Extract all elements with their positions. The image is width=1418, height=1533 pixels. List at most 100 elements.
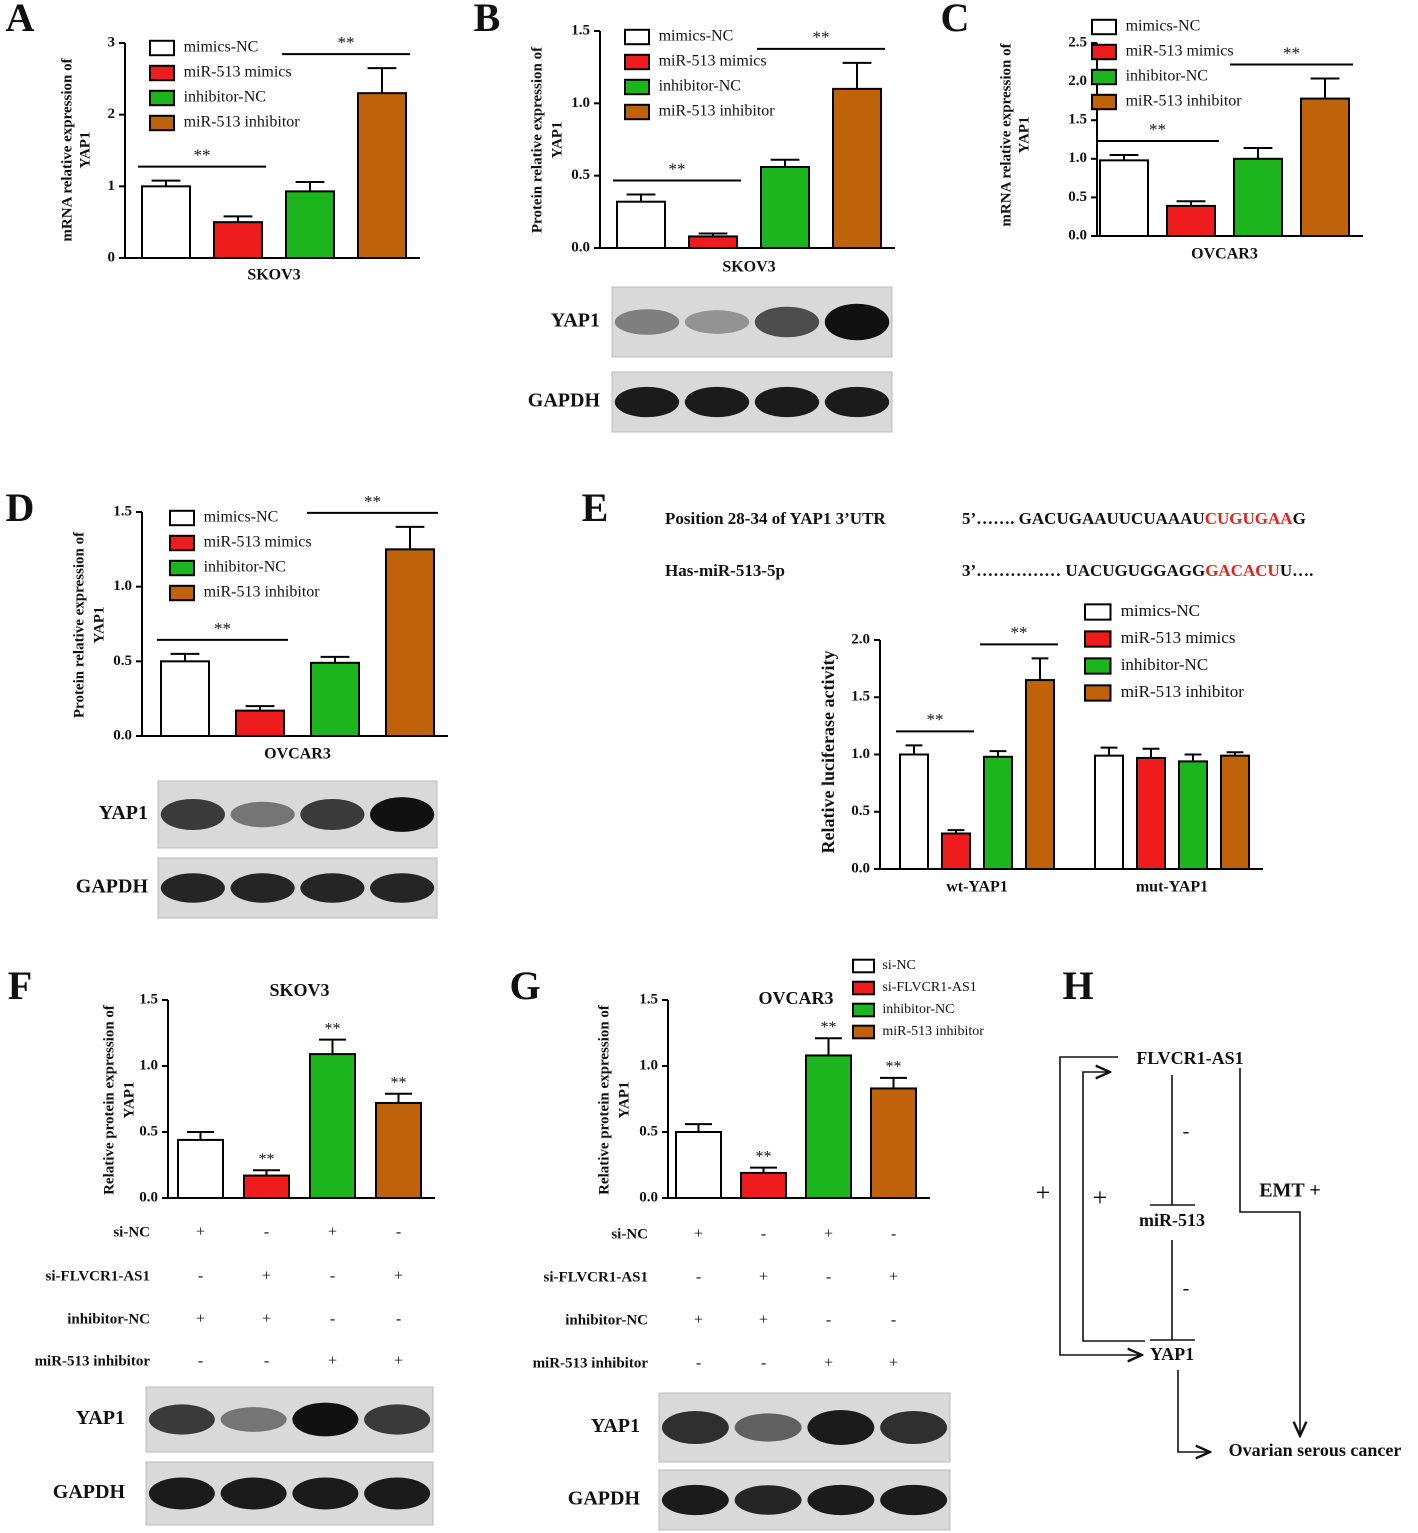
y-axis-label: YAP1: [616, 1082, 632, 1119]
inhibit: [1150, 1075, 1195, 1206]
legend-swatch: [149, 39, 175, 57]
x-tick-label: OVCAR3: [264, 746, 331, 763]
node: Ovarian serous cancer: [1229, 1440, 1402, 1460]
significance-label: **: [821, 1019, 837, 1036]
y-tick-label: 1.5: [113, 503, 132, 519]
legend-label: miR-513 inhibitor: [882, 1024, 984, 1039]
error-bar: [1142, 747, 1160, 758]
y-tick-label: 3: [108, 34, 116, 50]
y-axis-label: YAP1: [549, 122, 565, 159]
error-bar: [320, 655, 350, 663]
blot-band: [661, 1484, 729, 1516]
condition-value: -: [826, 1312, 831, 1329]
sequence-name: Has-miR-513-5p: [665, 561, 785, 580]
panel-label: A: [6, 0, 35, 40]
significance-label: **: [325, 1020, 341, 1037]
bar: [899, 753, 929, 870]
y-tick-label: 0.5: [639, 1123, 658, 1139]
legend-label: mimics-NC: [1121, 601, 1200, 620]
blot-label: YAP1: [551, 310, 600, 332]
error-bar: [880, 1076, 907, 1089]
condition-value: -: [826, 1269, 831, 1286]
legend-swatch: [1091, 68, 1117, 86]
blot-band: [292, 1402, 359, 1437]
bar: [1025, 679, 1055, 871]
arrow: [1239, 1068, 1300, 1436]
legend-label: si-FLVCR1-AS1: [882, 980, 976, 995]
condition-name: inhibitor-NC: [67, 1311, 150, 1327]
bar: [141, 185, 191, 259]
condition-value: -: [891, 1226, 896, 1243]
blot-band: [148, 1404, 215, 1435]
significance-label: **: [886, 1059, 902, 1076]
error-bar: [295, 181, 325, 192]
bar: [1233, 157, 1283, 237]
legend-swatch: [624, 78, 650, 96]
legend-swatch: [624, 103, 650, 121]
condition-value: +: [759, 1269, 768, 1286]
blot-label: GAPDH: [53, 1481, 126, 1503]
sequence-part: U….: [1280, 561, 1314, 580]
bar: [675, 1131, 722, 1199]
error-bar: [1176, 200, 1206, 206]
condition-value: +: [394, 1353, 403, 1370]
error-bar: [223, 215, 253, 223]
blot-label: YAP1: [99, 802, 148, 824]
bar: [832, 87, 882, 249]
bar: [160, 660, 210, 737]
condition-value: +: [196, 1311, 205, 1328]
blot-band: [370, 797, 435, 832]
y-tick-label: 0.0: [139, 1189, 158, 1205]
y-tick-label: 1: [108, 178, 116, 194]
blot-band: [824, 303, 890, 341]
y-axis-label: Protein relative expression of: [71, 531, 87, 718]
condition-value: -: [761, 1355, 766, 1372]
y-tick-label: 2: [108, 106, 116, 122]
condition-value: -: [696, 1269, 701, 1286]
bar: [941, 832, 971, 871]
sequence-part: G: [1293, 509, 1306, 528]
condition-name: si-NC: [113, 1224, 150, 1240]
blot-band: [754, 386, 820, 418]
significance-label: **: [813, 28, 830, 47]
blot-band: [614, 309, 680, 335]
legend-swatch: [852, 980, 875, 996]
bar: [1136, 756, 1166, 870]
bar: [385, 548, 435, 737]
blot-band: [230, 801, 295, 828]
significance-label: **: [364, 492, 381, 511]
condition-value: +: [889, 1269, 898, 1286]
error-bar: [1109, 153, 1139, 161]
significance-label: **: [194, 146, 211, 165]
sequence-part: 3’…………… UACUGUGGAGG: [962, 561, 1205, 580]
error-bar: [319, 1038, 346, 1055]
significance-label: **: [214, 619, 231, 638]
error-bar: [750, 1166, 777, 1173]
blot-band: [220, 1477, 287, 1510]
significance-label: **: [1283, 43, 1300, 62]
bar: [688, 235, 738, 249]
condition-value: -: [891, 1312, 896, 1329]
blot-label: YAP1: [591, 1415, 640, 1437]
bar: [1220, 754, 1250, 871]
edge-label: +: [1036, 1178, 1051, 1207]
condition-value: +: [694, 1312, 703, 1329]
significance-label: **: [259, 1151, 275, 1168]
blot-label: GAPDH: [568, 1488, 641, 1510]
y-tick-label: 1.0: [139, 1057, 158, 1073]
significance-label: **: [1011, 623, 1028, 642]
y-axis-label: YAP1: [91, 607, 107, 644]
y-tick-label: 1.0: [639, 1057, 658, 1073]
blot-band: [880, 1484, 948, 1516]
y-tick-label: 1.0: [571, 95, 590, 111]
y-tick-label: 1.0: [1068, 150, 1087, 166]
sequence: 5’……. GACUGAAUUCUAAAUCUGUGAAG: [962, 509, 1306, 528]
blot-label: GAPDH: [528, 390, 601, 412]
condition-value: -: [396, 1311, 401, 1328]
blot-band: [614, 386, 680, 418]
legend-label: miR-513 inhibitor: [184, 114, 301, 131]
error-bar: [1243, 146, 1273, 159]
